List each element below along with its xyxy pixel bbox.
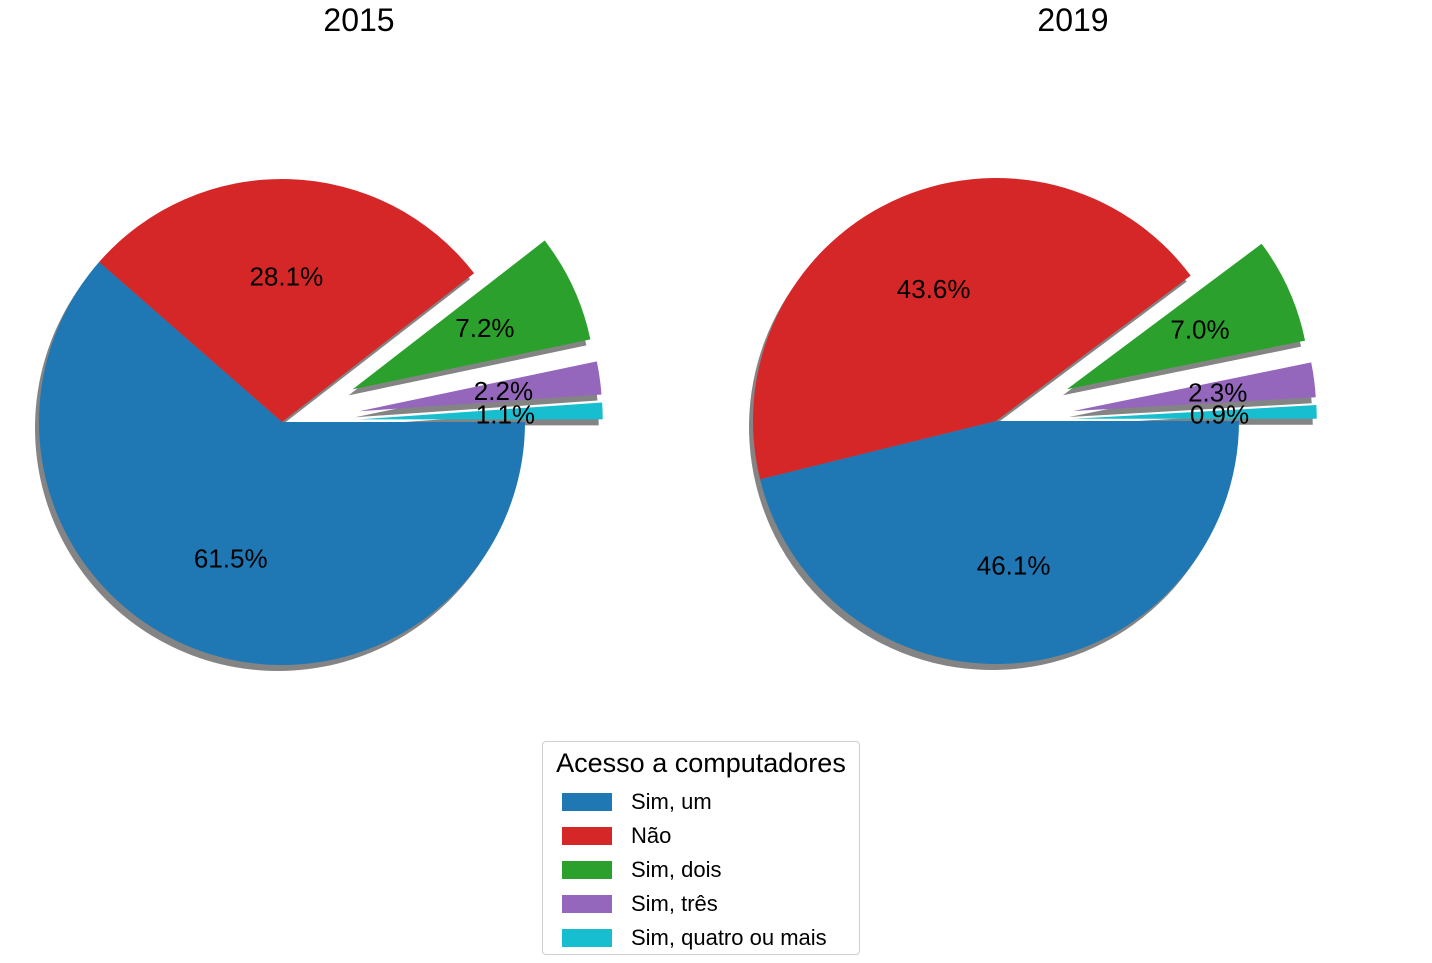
legend-item: Sim, um (543, 785, 859, 819)
legend-item: Sim, dois (543, 853, 859, 887)
legend-swatch (562, 861, 612, 879)
slice-percent-label: 7.2% (455, 313, 514, 343)
label-layer: 61.5% 28.1% 7.2% 2.2%1.1% (194, 261, 535, 573)
slice-percent-label: 7.0% (1170, 315, 1229, 345)
wedge-layer (39, 179, 603, 665)
legend-swatch (562, 793, 612, 811)
slice-percent-label: 46.1% (977, 551, 1051, 581)
legend-swatch (562, 929, 612, 947)
chart-title: 2019 (1037, 2, 1108, 38)
legend-title: Acesso a computadores (556, 748, 846, 778)
slice-percent-label: 1.1% (476, 399, 535, 429)
legend-label: Não (631, 823, 672, 848)
legend-label: Sim, quatro ou mais (631, 925, 827, 950)
slice-percent-label: 61.5% (194, 543, 268, 573)
label-layer: 46.1% 43.6% 7.0% 2.3%0.9% (897, 274, 1249, 581)
legend-item: Não (543, 819, 859, 853)
legend-label: Sim, dois (631, 857, 722, 882)
pie-slice (352, 240, 591, 390)
pie-slice (1066, 243, 1306, 390)
legend-label: Sim, um (631, 789, 712, 814)
wedge-layer (752, 178, 1317, 664)
slice-percent-label: 2.2% (474, 376, 533, 406)
pie-slice (39, 262, 526, 665)
chart-title: 2015 (323, 2, 394, 38)
legend-swatch (562, 895, 612, 913)
pie-slice (752, 178, 1191, 480)
slice-percent-label: 43.6% (897, 274, 971, 304)
legend-swatch (562, 827, 612, 845)
legend-item: Sim, quatro ou mais (543, 921, 859, 955)
slice-percent-label: 0.9% (1190, 400, 1249, 430)
slice-percent-label: 28.1% (249, 261, 323, 291)
legend: Acesso a computadores Sim, um Não Sim, d… (542, 741, 860, 955)
slice-percent-label: 2.3% (1188, 377, 1247, 407)
pie-slice (359, 361, 602, 412)
legend-item: Sim, três (543, 887, 859, 921)
legend-label: Sim, três (631, 891, 718, 916)
pie-slice (359, 402, 603, 420)
pie-slice (99, 179, 475, 422)
pie-slice (760, 421, 1239, 664)
pie-slice (1073, 362, 1316, 412)
pie-chart-2019: 2019 46.1% 43.6% 7.0% 2.3%0.9% (749, 2, 1317, 670)
pie-chart-2015: 2015 61.5% 28.1% 7.2% 2.2%1.1% (34, 2, 603, 671)
pie-slice (1073, 405, 1317, 419)
